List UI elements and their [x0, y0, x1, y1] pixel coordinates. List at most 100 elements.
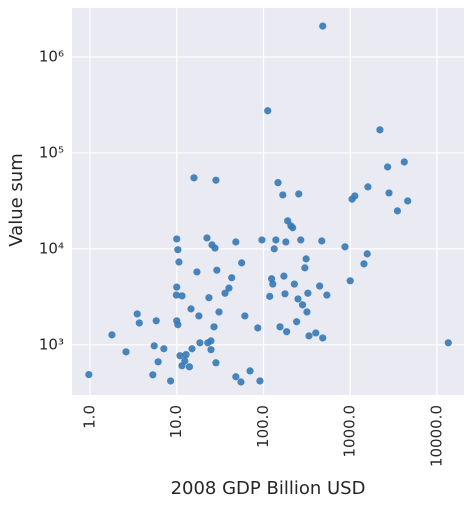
- scatter-point: [210, 323, 218, 331]
- scatter-point: [294, 295, 302, 303]
- scatter-point: [173, 235, 181, 243]
- scatter-point: [269, 280, 277, 288]
- scatter-point: [188, 345, 196, 353]
- y-tick-label: 10⁶: [39, 47, 64, 65]
- scatter-point: [135, 319, 143, 327]
- scatter-point: [238, 259, 246, 267]
- scatter-point: [85, 370, 93, 379]
- scatter-point: [176, 352, 184, 360]
- plot-area: [72, 8, 464, 395]
- scatter-point: [174, 246, 182, 254]
- scatter-point: [301, 264, 309, 272]
- scatter-point: [305, 332, 313, 340]
- scatter-point: [318, 237, 326, 245]
- scatter-point: [279, 191, 287, 199]
- scatter-point: [178, 292, 186, 300]
- scatter-point: [282, 238, 290, 246]
- scatter-point: [254, 324, 262, 332]
- scatter-point: [213, 266, 221, 274]
- y-tick-label: 10⁵: [39, 143, 64, 161]
- scatter-point: [264, 107, 272, 115]
- scatter-point: [341, 243, 349, 251]
- x-tick-label: 1.0: [81, 405, 99, 429]
- scatter-point: [302, 255, 310, 263]
- scatter-point: [304, 289, 312, 297]
- scatter-point: [160, 345, 168, 353]
- scatter-point: [319, 334, 327, 342]
- y-tick-label: 10⁴: [39, 239, 64, 257]
- x-tick-label: 10000.0: [427, 405, 445, 467]
- scatter-point: [221, 289, 229, 297]
- scatter-point: [276, 323, 284, 331]
- scatter-point: [122, 348, 130, 356]
- scatter-point: [182, 351, 190, 359]
- scatter-point: [167, 377, 175, 385]
- scatter-point: [150, 342, 158, 350]
- scatter-point: [376, 126, 384, 134]
- scatter-point: [351, 192, 359, 200]
- scatter-point: [215, 308, 223, 316]
- scatter-point: [193, 268, 201, 276]
- scatter-point: [400, 158, 408, 166]
- scatter-point: [232, 238, 240, 246]
- scatter-point: [228, 274, 236, 282]
- scatter-point: [444, 339, 452, 347]
- scatter-point: [393, 207, 402, 215]
- scatter-point: [289, 224, 297, 232]
- scatter-point: [295, 190, 303, 198]
- scatter-point: [225, 284, 233, 292]
- scatter-point: [237, 378, 245, 386]
- scatter-point: [364, 183, 372, 191]
- scatter-point: [174, 321, 182, 329]
- x-tick-label: 100.0: [254, 405, 272, 448]
- scatter-point: [360, 260, 368, 268]
- scatter-point: [172, 291, 180, 299]
- scatter-point: [312, 329, 320, 337]
- scatter-point: [212, 176, 220, 184]
- scatter-point: [280, 272, 288, 280]
- scatter-point: [108, 331, 116, 339]
- scatter-point: [384, 163, 392, 171]
- scatter-point: [181, 357, 189, 365]
- scatter-point: [293, 318, 301, 326]
- y-axis-label: Value sum: [6, 153, 27, 246]
- scatter-point: [258, 236, 266, 244]
- scatter-point: [319, 22, 327, 30]
- scatter-point: [270, 245, 278, 253]
- scatter-point: [133, 310, 141, 318]
- y-tick-label: 10³: [39, 335, 64, 353]
- scatter-point: [346, 277, 354, 285]
- scatter-point: [404, 197, 412, 205]
- x-tick-label: 10.0: [167, 405, 185, 438]
- scatter-point: [195, 312, 203, 320]
- scatter-point: [290, 280, 298, 288]
- scatter-point: [149, 371, 157, 379]
- scatter-point: [175, 258, 183, 266]
- scatter-point: [385, 189, 393, 197]
- scatter-point: [363, 250, 371, 258]
- scatter-point: [207, 346, 215, 354]
- scatter-point: [323, 291, 331, 299]
- scatter-point: [232, 373, 240, 381]
- scatter-point: [266, 292, 274, 300]
- scatter-point: [274, 179, 282, 187]
- scatter-point: [297, 236, 305, 244]
- scatter-point: [154, 358, 162, 366]
- scatter-point: [303, 308, 311, 316]
- scatter-point: [185, 363, 194, 371]
- scatter-point: [187, 305, 195, 313]
- scatter-point: [272, 236, 280, 244]
- x-axis-label: 2008 GDP Billion USD: [171, 478, 366, 499]
- scatter-point: [256, 377, 264, 385]
- scatter-point: [298, 301, 307, 309]
- scatter-point: [212, 359, 220, 367]
- scatter-point: [241, 312, 249, 320]
- scatter-point: [207, 337, 215, 345]
- scatter-point: [246, 367, 254, 375]
- scatter-point: [283, 328, 291, 336]
- scatter-point: [196, 339, 204, 347]
- scatter-point: [211, 244, 219, 252]
- scatter-point: [205, 294, 213, 302]
- scatter-point: [316, 282, 324, 290]
